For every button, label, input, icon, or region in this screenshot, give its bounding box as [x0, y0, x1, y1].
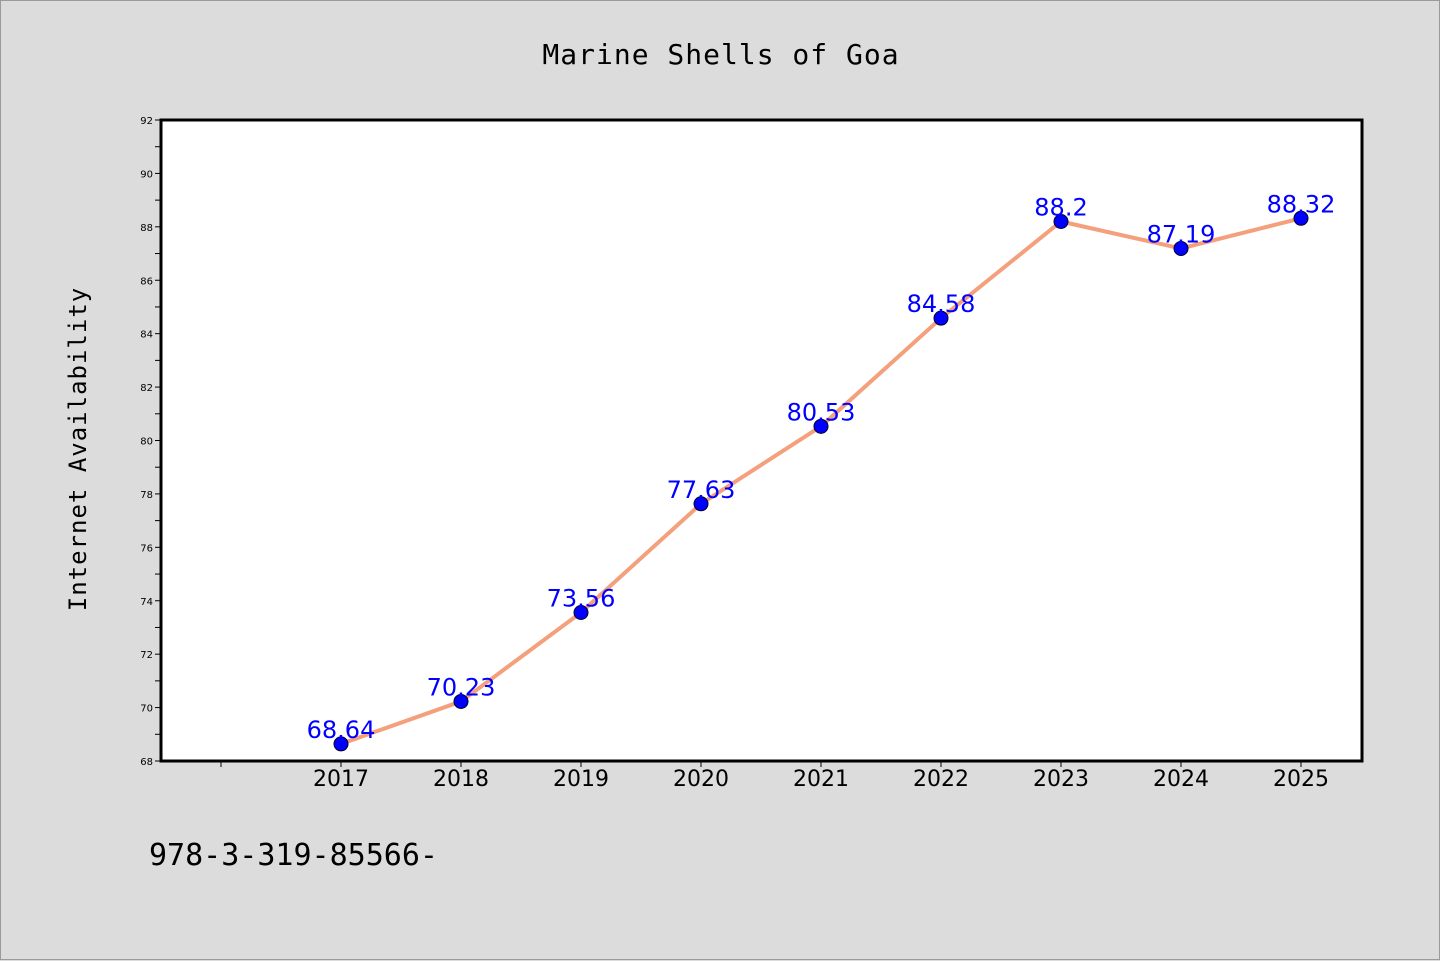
- plot-area: [159, 118, 1364, 763]
- y-tick-label: 84: [140, 330, 153, 341]
- data-label: 70.23: [427, 673, 496, 701]
- data-point: [693, 496, 709, 512]
- x-axis-ticks: 2017 2018 2019 2020 2021 2022 2023 2024 2025: [220, 761, 1329, 792]
- data-label: 84.58: [907, 290, 976, 318]
- data-label: 87.19: [1147, 220, 1216, 248]
- data-point: [933, 310, 949, 326]
- x-tick-label: 2023: [1033, 767, 1089, 792]
- data-point: [1293, 210, 1309, 226]
- y-tick-label: 76: [140, 543, 153, 554]
- footer-isbn-text: 978-3-319-85566-: [149, 838, 438, 873]
- data-point: [453, 693, 469, 709]
- x-tick-label: 2024: [1153, 767, 1209, 792]
- y-tick-label: 70: [140, 704, 153, 715]
- chart-title: Marine Shells of Goa: [542, 38, 899, 71]
- data-point: [1173, 240, 1189, 256]
- data-labels: 68.64 70.23 73.56 77.63 80.53 84.58 88.2 87.19 8…: [307, 190, 1336, 744]
- x-tick-label: 2022: [913, 767, 969, 792]
- data-points: [333, 210, 1309, 752]
- y-tick-label: 80: [140, 437, 153, 448]
- data-label: 88.2: [1034, 193, 1087, 221]
- data-label: 77.63: [667, 476, 736, 504]
- x-tick-label: 2017: [313, 767, 369, 792]
- y-axis-ticks: 68 70 72 74 76 78 80 82 84 86 88 90 92: [140, 116, 161, 768]
- y-tick-label: 68: [140, 757, 153, 768]
- y-tick-label: 72: [140, 650, 153, 661]
- data-point: [573, 605, 589, 621]
- data-point: [333, 736, 349, 752]
- y-tick-label: 78: [140, 490, 153, 501]
- y-tick-label: 74: [140, 597, 153, 608]
- y-axis-label: Internet Availability: [64, 287, 92, 611]
- y-tick-label: 90: [140, 169, 153, 180]
- y-tick-label: 86: [140, 276, 153, 287]
- data-label: 73.56: [547, 585, 616, 613]
- data-point: [813, 418, 829, 434]
- data-label: 80.53: [787, 398, 856, 426]
- x-tick-label: 2020: [673, 767, 729, 792]
- data-label: 88.32: [1267, 190, 1336, 218]
- y-tick-label: 88: [140, 223, 153, 234]
- data-label: 68.64: [307, 716, 376, 744]
- x-tick-label: 2021: [793, 767, 849, 792]
- y-tick-label: 82: [140, 383, 153, 394]
- data-point: [1053, 213, 1069, 229]
- y-tick-label: 92: [140, 116, 153, 127]
- x-tick-label: 2019: [553, 767, 609, 792]
- x-tick-label: 2025: [1273, 767, 1329, 792]
- x-tick-label: 2018: [433, 767, 489, 792]
